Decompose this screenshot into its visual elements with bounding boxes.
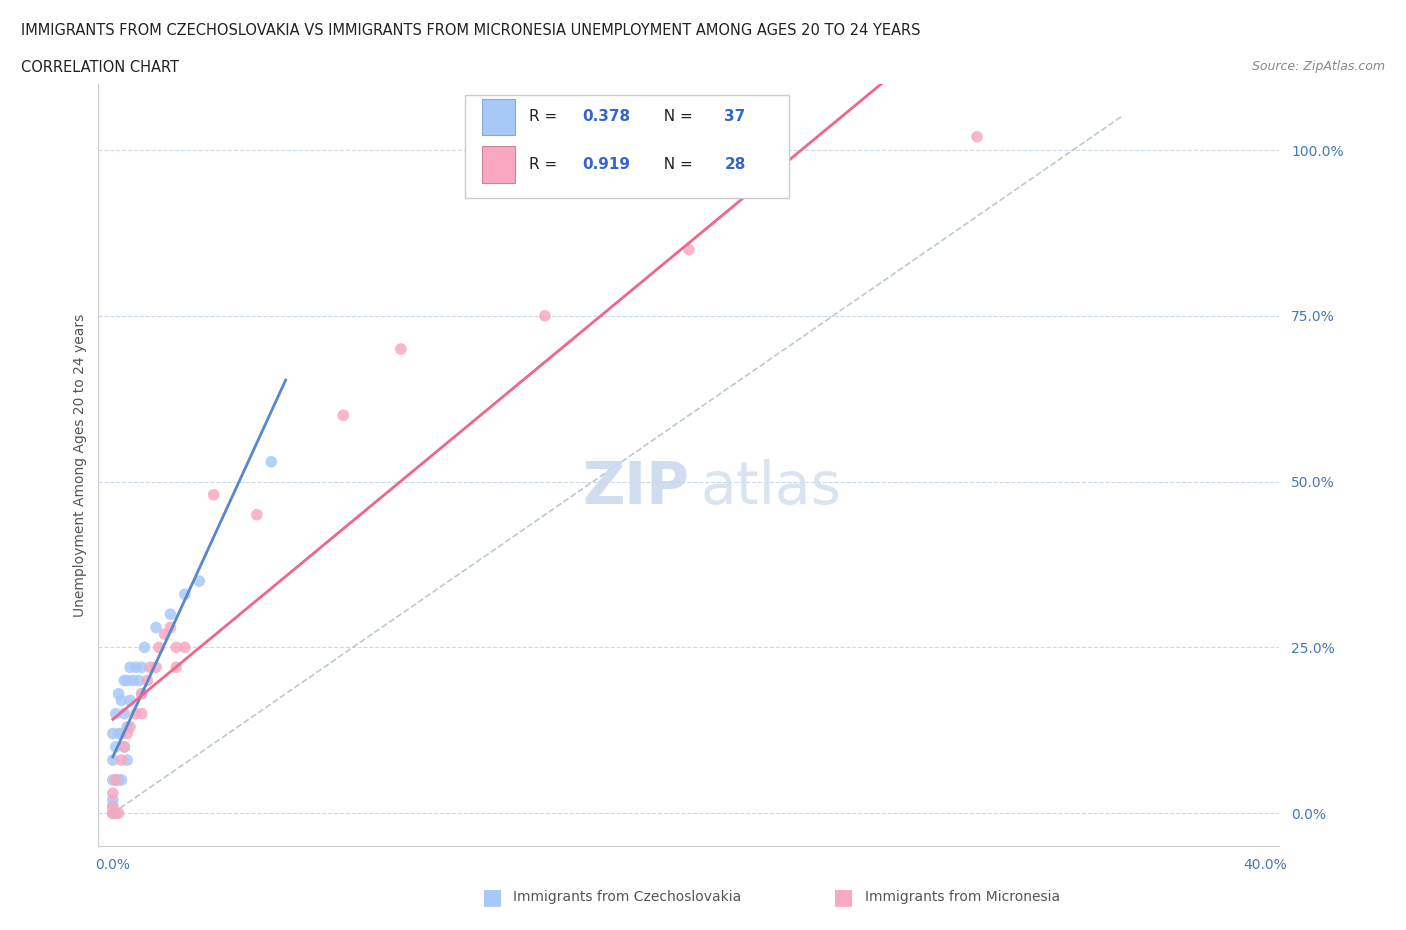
Point — [101, 786, 124, 801]
Point — [128, 673, 150, 688]
Point — [104, 773, 127, 788]
Point — [173, 640, 195, 655]
Point — [101, 773, 124, 788]
Point — [131, 686, 153, 701]
Point — [260, 454, 283, 469]
Point — [145, 659, 167, 674]
Text: ■: ■ — [482, 887, 502, 908]
Point — [139, 659, 162, 674]
Point — [134, 640, 156, 655]
Point — [104, 739, 127, 754]
Point — [678, 242, 700, 257]
Point — [131, 706, 153, 721]
Text: atlas: atlas — [700, 459, 842, 516]
Point — [107, 773, 129, 788]
Point — [107, 726, 129, 741]
Point — [104, 773, 127, 788]
Point — [159, 606, 181, 621]
Point — [534, 309, 557, 324]
Point — [165, 659, 187, 674]
Point — [966, 129, 988, 144]
Point — [159, 620, 181, 635]
Point — [131, 686, 153, 701]
Point — [125, 706, 148, 721]
Point — [120, 720, 142, 735]
Point — [115, 752, 138, 767]
Bar — [482, 99, 516, 135]
Point — [110, 773, 132, 788]
Point — [104, 706, 127, 721]
Point — [115, 726, 138, 741]
Point — [115, 720, 138, 735]
Point — [104, 805, 127, 820]
Point — [101, 726, 124, 741]
Point — [332, 408, 354, 423]
Point — [188, 574, 211, 589]
Text: IMMIGRANTS FROM CZECHOSLOVAKIA VS IMMIGRANTS FROM MICRONESIA UNEMPLOYMENT AMONG : IMMIGRANTS FROM CZECHOSLOVAKIA VS IMMIGR… — [21, 23, 921, 38]
Point — [101, 799, 124, 814]
Point — [101, 792, 124, 807]
Point — [202, 487, 225, 502]
Text: CORRELATION CHART: CORRELATION CHART — [21, 60, 179, 75]
Text: Source: ZipAtlas.com: Source: ZipAtlas.com — [1251, 60, 1385, 73]
Point — [101, 805, 124, 820]
Text: Immigrants from Czechoslovakia: Immigrants from Czechoslovakia — [513, 890, 741, 905]
Text: ZIP: ZIP — [582, 459, 689, 516]
Text: N =: N = — [654, 157, 697, 172]
Y-axis label: Unemployment Among Ages 20 to 24 years: Unemployment Among Ages 20 to 24 years — [73, 313, 87, 617]
Point — [112, 673, 135, 688]
Point — [112, 706, 135, 721]
Point — [389, 341, 412, 356]
Point — [107, 686, 129, 701]
Text: R =: R = — [530, 157, 562, 172]
Point — [165, 640, 187, 655]
Point — [120, 693, 142, 708]
Text: R =: R = — [530, 110, 562, 125]
FancyBboxPatch shape — [464, 95, 789, 198]
Point — [112, 739, 135, 754]
Text: N =: N = — [654, 110, 697, 125]
Point — [125, 659, 148, 674]
Point — [110, 726, 132, 741]
Point — [153, 627, 176, 642]
Point — [173, 587, 195, 602]
Point — [145, 620, 167, 635]
Point — [136, 673, 159, 688]
Text: 0.919: 0.919 — [582, 157, 631, 172]
Text: Immigrants from Micronesia: Immigrants from Micronesia — [865, 890, 1060, 905]
Text: 28: 28 — [724, 157, 745, 172]
Point — [131, 659, 153, 674]
Point — [246, 507, 269, 522]
Point — [101, 752, 124, 767]
Point — [112, 739, 135, 754]
Point — [110, 752, 132, 767]
Point — [101, 799, 124, 814]
Point — [115, 673, 138, 688]
Point — [101, 805, 124, 820]
Point — [110, 693, 132, 708]
Bar — [482, 146, 516, 183]
Point — [107, 805, 129, 820]
Point — [148, 640, 170, 655]
Point — [101, 805, 124, 820]
Point — [101, 805, 124, 820]
Point — [122, 673, 145, 688]
Text: ■: ■ — [834, 887, 853, 908]
Point — [120, 659, 142, 674]
Text: 37: 37 — [724, 110, 745, 125]
Text: 0.378: 0.378 — [582, 110, 631, 125]
